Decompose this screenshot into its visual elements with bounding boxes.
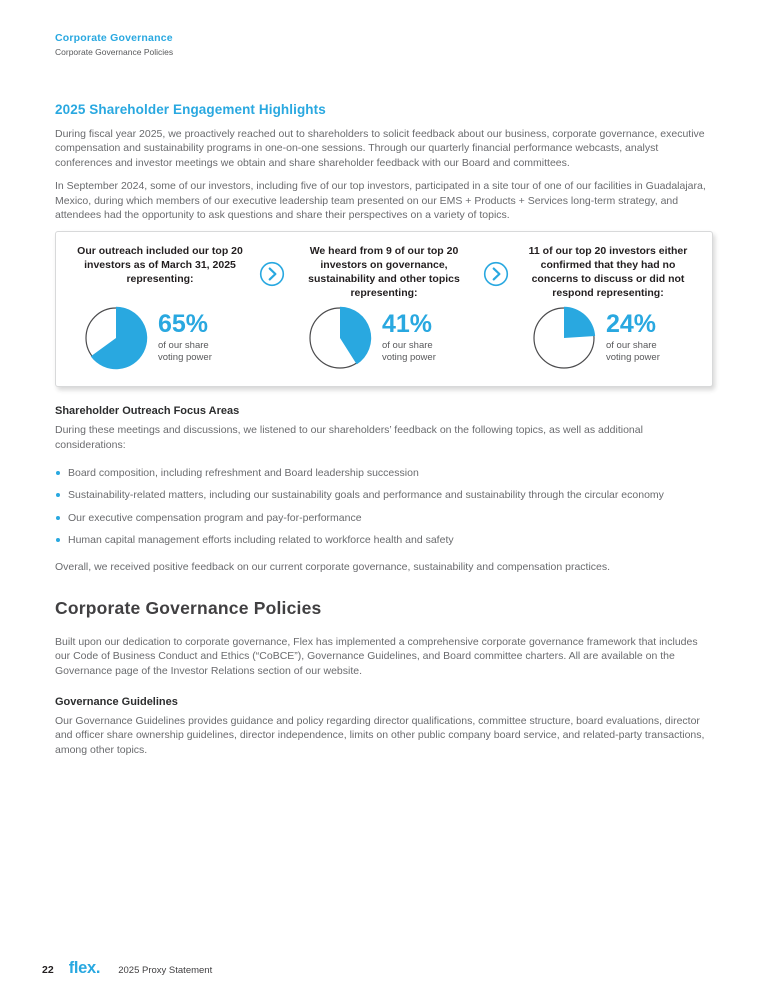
flex-logo: flex. xyxy=(68,958,101,977)
guidelines-paragraph: Our Governance Guidelines provides guida… xyxy=(55,715,705,756)
breadcrumb-subsection: Corporate Governance Policies xyxy=(55,47,174,57)
policies-heading: Corporate Governance Policies xyxy=(55,597,322,618)
pie-label-block: 41% of our share voting power xyxy=(382,312,460,364)
bullet-icon xyxy=(56,515,60,520)
card-title: We heard from 9 of our top 20 investors … xyxy=(308,245,460,300)
chevron-right-icon xyxy=(258,261,286,370)
engagement-paragraph-2: In September 2024, some of our investors… xyxy=(55,180,706,221)
policies-paragraph: Built upon our dedication to corporate g… xyxy=(55,635,698,677)
focus-outro: Overall, we received positive feedback o… xyxy=(55,560,611,573)
engagement-paragraph-1: During fiscal year 2025, we proactively … xyxy=(55,128,705,169)
bullet-icon xyxy=(56,471,60,475)
bullet-text: Human capital management efforts includi… xyxy=(68,534,454,547)
percent-caption: of our share voting power xyxy=(606,340,660,364)
chevron-right-icon xyxy=(482,261,510,370)
bullet-icon xyxy=(56,493,60,498)
pie-label-block: 65% of our share voting power xyxy=(158,312,236,364)
list-item: Sustainability-related matters, includin… xyxy=(55,488,713,502)
focus-areas-heading: Shareholder Outreach Focus Areas xyxy=(55,405,240,418)
guidelines-heading: Governance Guidelines xyxy=(55,696,178,708)
engagement-highlights-panel: Our outreach included our top 20 investo… xyxy=(55,231,713,388)
list-item: Board composition, including refreshment… xyxy=(55,466,713,480)
breadcrumb-section: Corporate Governance xyxy=(55,32,173,44)
bullet-text: Board composition, including refreshment… xyxy=(68,467,419,479)
percent-value: 41% xyxy=(382,310,433,339)
bullet-icon xyxy=(56,538,60,543)
pie-chart-41-percent xyxy=(308,306,372,370)
pie-chart-65-percent xyxy=(84,306,148,370)
pie-row: 24% of our share voting power xyxy=(514,306,702,370)
engagement-heading: 2025 Shareholder Engagement Highlights xyxy=(55,102,326,117)
pie-chart-24-percent xyxy=(532,306,596,370)
percent-value: 65% xyxy=(158,310,209,339)
page-footer: 22 flex. 2025 Proxy Statement xyxy=(42,958,213,977)
percent-caption: of our share voting power xyxy=(382,340,436,364)
bullet-text: Our executive compensation program and p… xyxy=(68,511,362,524)
list-item: Our executive compensation program and p… xyxy=(55,511,713,525)
bullet-text: Sustainability-related matters, includin… xyxy=(68,489,664,502)
page: Corporate Governance Corporate Governanc… xyxy=(55,0,713,756)
page-header: Corporate Governance Corporate Governanc… xyxy=(55,0,713,57)
page-number: 22 xyxy=(42,963,54,976)
no-concerns-card: 11 of our top 20 investors either confir… xyxy=(510,245,706,370)
pie-label-block: 24% of our share voting power xyxy=(606,312,684,364)
pie-row: 41% of our share voting power xyxy=(290,306,478,370)
outreach-card: Our outreach included our top 20 investo… xyxy=(62,245,258,370)
focus-bullet-list: Board composition, including refreshment… xyxy=(55,466,713,548)
list-item: Human capital management efforts includi… xyxy=(55,533,713,547)
focus-intro: During these meetings and discussions, w… xyxy=(55,424,643,451)
card-title: 11 of our top 20 investors either confir… xyxy=(528,245,688,300)
pie-row: 65% of our share voting power xyxy=(66,306,254,370)
card-title: Our outreach included our top 20 investo… xyxy=(77,245,243,286)
percent-caption: of our share voting power xyxy=(158,340,212,364)
document-title: 2025 Proxy Statement xyxy=(118,964,213,976)
heard-from-card: We heard from 9 of our top 20 investors … xyxy=(286,245,482,370)
percent-value: 24% xyxy=(606,310,657,339)
